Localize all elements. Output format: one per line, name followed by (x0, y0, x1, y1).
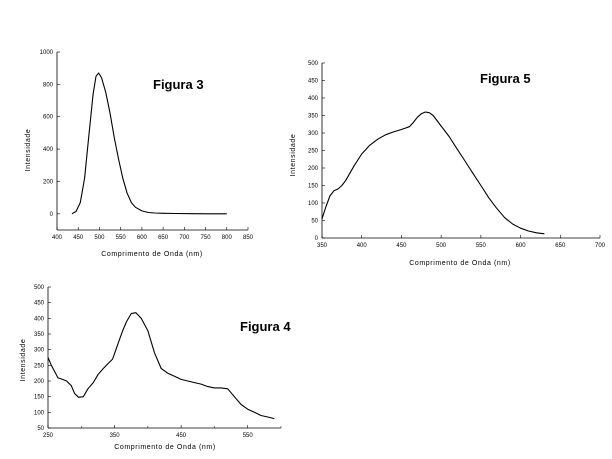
y-axis-label: Intensidade (20, 339, 27, 382)
x-tick-label: 350 (110, 433, 121, 439)
y-tick-label: 450 (34, 301, 45, 307)
y-tick-label: 450 (308, 79, 319, 85)
y-tick-label: 400 (34, 316, 45, 322)
y-tick-label: 400 (308, 96, 319, 102)
x-tick-label: 400 (357, 243, 368, 249)
x-tick-label: 500 (94, 235, 105, 241)
chart-title: Figura 4 (240, 319, 291, 334)
y-tick-label: 400 (43, 147, 54, 153)
x-axis-label: Comprimento de Onda (nm) (409, 260, 511, 267)
x-tick-label: 600 (516, 243, 527, 249)
series-line (321, 111, 545, 235)
x-tick-label: 400 (52, 235, 63, 241)
y-tick-label: 100 (308, 201, 319, 207)
chart-title: Figura 5 (480, 71, 531, 86)
x-axis-label: Comprimento de Onda (nm) (101, 251, 203, 258)
y-tick-label: 800 (43, 82, 54, 88)
x-tick-label: 550 (476, 243, 487, 249)
y-tick-label: 600 (43, 115, 54, 121)
x-tick-label: 250 (43, 433, 54, 439)
y-tick-label: 50 (311, 219, 318, 225)
y-tick-label: 150 (308, 184, 319, 190)
x-axis-label: Comprimento de Onda (nm) (114, 444, 216, 451)
y-tick-label: 250 (34, 363, 45, 369)
x-tick-label: 650 (555, 243, 566, 249)
y-tick-label: 100 (34, 410, 45, 416)
x-tick-label: 350 (317, 243, 328, 249)
x-tick-label: 700 (179, 235, 190, 241)
chart-figura-3: Figura 3 Comprimento de Onda (nm) Intens… (25, 50, 254, 258)
x-tick-label: 550 (243, 433, 254, 439)
x-tick-label: 650 (158, 235, 169, 241)
y-tick-label: 350 (308, 114, 319, 120)
y-tick-label: 0 (315, 236, 319, 242)
y-tick-label: 0 (50, 212, 54, 218)
y-tick-label: 300 (34, 348, 45, 354)
chart-figura-5: Figura 5 Comprimento de Onda (nm) Intens… (290, 61, 606, 267)
y-tick-label: 50 (37, 426, 44, 432)
series-line (71, 72, 227, 215)
chart-title: Figura 3 (153, 77, 204, 92)
x-tick-label: 600 (137, 235, 148, 241)
x-tick-label: 700 (595, 243, 606, 249)
x-tick-label: 550 (116, 235, 127, 241)
y-tick-label: 1000 (40, 50, 54, 56)
y-tick-label: 350 (34, 332, 45, 338)
x-tick-label: 800 (222, 235, 233, 241)
y-tick-label: 200 (34, 379, 45, 385)
y-tick-label: 200 (308, 166, 319, 172)
chart-figura-4: Figura 4 Comprimento de Onda (nm) Intens… (20, 285, 291, 451)
y-tick-label: 500 (308, 61, 319, 67)
y-tick-label: 250 (308, 149, 319, 155)
y-tick-label: 300 (308, 131, 319, 137)
series-line (47, 312, 275, 420)
x-tick-label: 450 (396, 243, 407, 249)
x-tick-label: 750 (201, 235, 212, 241)
x-tick-label: 450 (73, 235, 84, 241)
y-axis-label: Intensidade (25, 129, 32, 172)
y-axis-label: Intensidade (290, 134, 297, 177)
x-tick-label: 850 (243, 235, 254, 241)
y-tick-label: 500 (34, 285, 45, 291)
y-tick-label: 200 (43, 179, 54, 185)
x-tick-label: 500 (436, 243, 447, 249)
x-tick-label: 450 (176, 433, 187, 439)
y-tick-label: 150 (34, 395, 45, 401)
